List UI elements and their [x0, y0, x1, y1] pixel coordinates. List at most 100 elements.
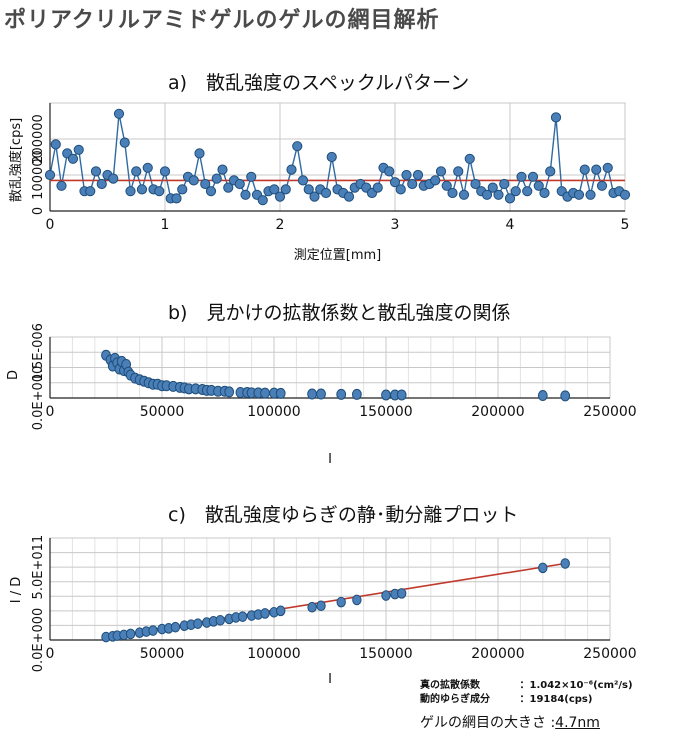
data-point [487, 182, 498, 193]
x-tick-label: 200000 [471, 404, 524, 420]
data-point [591, 164, 602, 175]
data-point [292, 141, 303, 152]
data-point [538, 562, 548, 574]
x-tick-label: 5 [621, 217, 630, 233]
dynamic-label: 動的ゆらぎ成分 [420, 694, 490, 705]
y-tick-label: 0.0E+000 [31, 366, 46, 431]
data-point [619, 189, 631, 200]
data-point [447, 187, 458, 199]
data-point [154, 186, 165, 197]
data-point [193, 618, 203, 629]
y-axis-label: I / D [9, 577, 24, 604]
data-point [435, 166, 447, 177]
data-point [125, 186, 136, 197]
data-point [275, 387, 286, 399]
y-tick-label: 100000 [31, 150, 46, 200]
data-point [510, 186, 521, 197]
plot-frame [49, 537, 611, 641]
data-point [573, 189, 585, 200]
y-tick-label: 200000 [31, 114, 46, 164]
results-panel: 真の拡散係数 ：1.042×10⁻⁶(cm²/s) 動的ゆらぎ成分 ：19184… [420, 679, 633, 707]
data-point [396, 389, 407, 401]
data-point [585, 189, 596, 200]
data-point [90, 166, 102, 177]
data-point [125, 628, 136, 640]
data-point [159, 166, 171, 177]
x-axis-label: I [328, 452, 332, 467]
data-point [194, 148, 205, 159]
data-point [560, 558, 570, 569]
y-axis-label: 散乱強度[cps] [8, 118, 24, 202]
y-axis-label: D [6, 370, 21, 380]
data-point [539, 187, 550, 199]
mesh-size-row: ゲルの網目の大きさ :4.7nm [420, 715, 600, 731]
data-point [316, 600, 326, 612]
data-point [274, 191, 286, 202]
chart-a-title: a) 散乱強度のスペックルパターン [168, 72, 470, 94]
data-point [131, 166, 142, 177]
data-point [389, 177, 401, 188]
data-point [602, 162, 613, 173]
data-point [381, 590, 391, 601]
data-point [504, 193, 516, 204]
data-point [441, 180, 452, 191]
data-point [56, 180, 67, 191]
x-axis-label: I [328, 672, 332, 687]
x-tick-label: 3 [391, 217, 400, 233]
data-point [73, 144, 84, 155]
data-point [596, 180, 608, 191]
data-point [579, 164, 590, 175]
data-point [44, 169, 56, 181]
true-diffusion-label: 真の拡散係数 [420, 680, 480, 691]
data-point [384, 166, 395, 177]
data-point [257, 195, 268, 206]
data-point [516, 171, 527, 182]
data-point [177, 184, 188, 195]
x-tick-label: 0 [46, 217, 55, 233]
x-tick-label: 0 [46, 646, 55, 662]
data-point [309, 191, 320, 202]
x-tick-label: 50000 [140, 404, 185, 420]
mesh-size-value: 4.7nm [555, 715, 600, 731]
x-tick-label: 250000 [583, 646, 636, 662]
data-point [211, 173, 222, 184]
data-point [217, 164, 228, 175]
data-point [560, 390, 571, 402]
data-point [205, 186, 217, 197]
data-point [499, 178, 510, 190]
data-point [246, 171, 257, 182]
data-point [224, 386, 235, 398]
data-point [119, 137, 130, 148]
data-point [170, 621, 181, 633]
y-tick-label: 1.5E-006 [31, 323, 46, 381]
data-point [142, 162, 153, 173]
data-point [372, 182, 383, 193]
x-tick-label: 250000 [583, 404, 636, 420]
data-point [50, 139, 61, 150]
y-tick-label: 0.0E+000 [31, 608, 46, 673]
data-point [67, 153, 79, 164]
data-point [453, 166, 464, 177]
y-tick-label: 5.0E+011 [31, 535, 46, 600]
x-tick-label: 1 [161, 217, 170, 233]
data-point [407, 178, 418, 190]
dynamic-row: 動的ゆらぎ成分 ：19184(cps) [420, 693, 633, 707]
data-point [352, 594, 362, 606]
data-point [307, 601, 317, 613]
x-tick-label: 4 [506, 217, 515, 233]
data-point [545, 166, 556, 177]
data-point [113, 108, 125, 119]
chart-c-title: c) 散乱強度ゆらぎの静･動分離プロット [168, 504, 519, 526]
data-point [395, 184, 406, 195]
true-diffusion-row: 真の拡散係数 ：1.042×10⁻⁶(cm²/s) [420, 679, 633, 693]
data-point [188, 175, 199, 186]
data-point [276, 605, 286, 617]
data-point [326, 151, 337, 163]
data-point [458, 189, 470, 200]
x-tick-label: 50000 [140, 646, 185, 662]
x-tick-label: 150000 [359, 404, 412, 420]
data-point [351, 388, 362, 400]
data-point [430, 175, 441, 186]
